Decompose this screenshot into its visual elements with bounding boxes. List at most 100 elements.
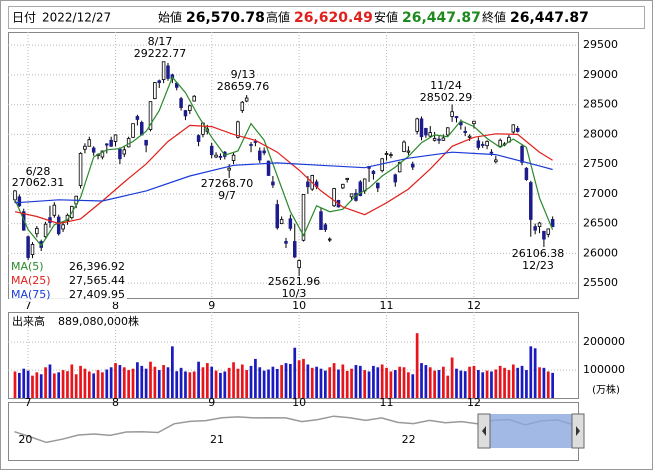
candle-body xyxy=(459,122,463,126)
volume-bar xyxy=(192,371,196,398)
y-tick-label: 28500 xyxy=(583,98,618,111)
annotation-price: 27268.70 xyxy=(201,177,254,190)
candle-body xyxy=(358,181,363,197)
candle-body xyxy=(454,116,459,119)
left-arrow xyxy=(482,426,486,436)
volume-bar xyxy=(267,369,270,398)
volume-bar xyxy=(511,364,515,398)
volume-bar xyxy=(306,364,310,398)
candle-body xyxy=(56,216,61,235)
candle-body xyxy=(131,123,135,138)
volume-bar xyxy=(367,371,371,398)
volume-bar xyxy=(389,371,393,398)
candle-body xyxy=(271,181,275,186)
legend-value: 27,409.95 xyxy=(69,288,125,301)
candle-body xyxy=(419,118,424,138)
close-label: 終値 xyxy=(482,10,506,25)
candle-body xyxy=(472,120,476,125)
annotation-date: 10/3 xyxy=(282,287,307,300)
low-value: 26,447.87 xyxy=(402,10,481,26)
candle-body xyxy=(424,128,428,136)
x-tick-label: 10 xyxy=(292,396,306,409)
candle-body xyxy=(253,141,258,143)
candle-body xyxy=(319,211,323,230)
low-label: 安値 xyxy=(374,10,398,25)
candle-body xyxy=(284,241,288,244)
x-tick-label: 7 xyxy=(25,396,32,409)
volume-bar xyxy=(175,371,179,398)
volume-bar xyxy=(376,367,380,398)
volume-bar xyxy=(310,367,314,398)
candle-body xyxy=(345,177,349,180)
volume-bar xyxy=(96,370,100,398)
volume-bar xyxy=(533,348,537,398)
volume-bar xyxy=(236,368,240,398)
volume-bar xyxy=(118,365,122,398)
selection-range[interactable] xyxy=(484,414,572,448)
annotation-date: 9/13 xyxy=(231,68,256,81)
volume-bar xyxy=(332,363,336,398)
candle-body xyxy=(61,224,65,230)
volume-bar xyxy=(83,368,87,398)
volume-bar xyxy=(149,361,152,398)
volume-bar xyxy=(188,372,192,398)
volume-bar xyxy=(481,372,485,398)
annotation-date: 6/28 xyxy=(26,165,51,178)
date-label: 日付 xyxy=(12,11,36,25)
volume-bar xyxy=(476,370,480,398)
moving-average xyxy=(14,76,554,247)
volume-bar xyxy=(258,367,262,398)
legend-name: MA(25) xyxy=(11,274,51,287)
volume-bar xyxy=(140,365,144,398)
legend-value: 27,565.44 xyxy=(69,274,125,287)
x-tick-label: 7 xyxy=(25,299,32,312)
volume-bar xyxy=(249,365,253,398)
candle-body xyxy=(91,147,96,153)
volume-bar xyxy=(341,364,345,398)
volume-bar xyxy=(131,368,135,398)
volume-title-bg xyxy=(12,314,152,328)
volume-bar xyxy=(284,363,288,398)
volume-bar xyxy=(354,365,358,398)
volume-tick-label: 200000 xyxy=(583,335,625,348)
candle-body xyxy=(153,82,157,100)
volume-bar xyxy=(358,365,362,398)
candle-body xyxy=(463,130,467,133)
volume-bar xyxy=(463,371,467,398)
candle-body xyxy=(240,101,245,111)
volume-bar xyxy=(350,368,353,398)
close-value: 26,447.87 xyxy=(510,10,589,26)
volume-bar xyxy=(542,367,546,398)
volume-bar xyxy=(26,370,30,398)
volume-bar xyxy=(446,375,450,398)
candle-body xyxy=(244,97,249,102)
volume-bar xyxy=(424,365,428,398)
candle-body xyxy=(87,139,92,147)
candle-body xyxy=(520,145,524,163)
candle-body xyxy=(485,141,489,147)
volume-bar xyxy=(494,369,498,398)
candle-body xyxy=(306,181,310,188)
candle-body xyxy=(476,140,481,148)
volume-bar xyxy=(538,367,541,398)
candle-body xyxy=(218,155,223,158)
candle-body xyxy=(35,227,39,235)
candle-body xyxy=(397,161,402,173)
open-label: 始値 xyxy=(158,10,182,25)
candle-body xyxy=(83,145,87,150)
volume-bar xyxy=(122,367,126,398)
volume-bar xyxy=(468,366,471,398)
candle-body xyxy=(262,150,266,154)
annotation-date: 11/24 xyxy=(430,79,462,92)
annotation-date: 9/7 xyxy=(218,189,236,202)
volume-bar xyxy=(35,372,39,398)
candle-body xyxy=(266,160,271,176)
volume-bar xyxy=(127,370,130,398)
candle-body xyxy=(524,167,529,180)
volume-bar xyxy=(219,372,222,398)
annotation-price: 26106.38 xyxy=(512,247,565,260)
navigator-selection[interactable] xyxy=(477,413,585,449)
candle-body xyxy=(214,154,218,158)
candle-body xyxy=(109,139,113,147)
